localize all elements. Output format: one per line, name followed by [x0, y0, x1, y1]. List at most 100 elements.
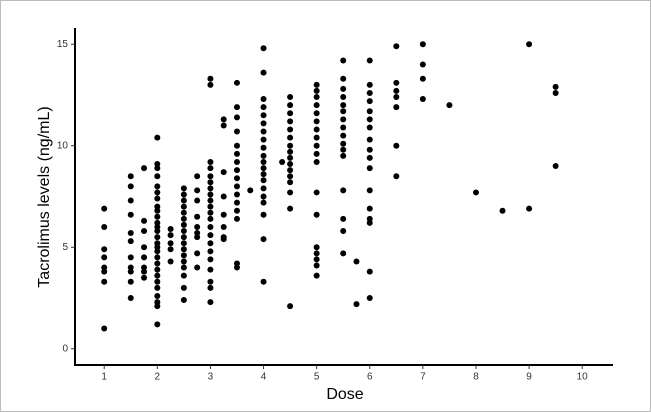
- point: [526, 205, 533, 212]
- point: [154, 173, 161, 180]
- point: [180, 284, 187, 291]
- point: [207, 232, 214, 239]
- point: [154, 272, 161, 279]
- point: [141, 254, 148, 261]
- point: [207, 173, 214, 180]
- point: [233, 191, 240, 198]
- point: [207, 248, 214, 255]
- point: [127, 197, 134, 204]
- point: [207, 185, 214, 192]
- x-tick-label: 6: [367, 372, 373, 383]
- point: [180, 203, 187, 210]
- point: [233, 167, 240, 174]
- point: [154, 213, 161, 220]
- point: [340, 152, 347, 159]
- point: [393, 173, 400, 180]
- point: [313, 211, 320, 218]
- point: [154, 134, 161, 141]
- point: [194, 223, 201, 230]
- point: [207, 266, 214, 273]
- point: [167, 258, 174, 265]
- point: [366, 146, 373, 153]
- point: [260, 152, 267, 159]
- point: [101, 246, 108, 253]
- x-tick-label: 1: [101, 372, 107, 383]
- point: [141, 268, 148, 275]
- point: [180, 209, 187, 216]
- point: [154, 254, 161, 261]
- point: [207, 278, 214, 285]
- point: [180, 258, 187, 265]
- point: [552, 83, 559, 90]
- point: [127, 238, 134, 245]
- point: [101, 223, 108, 230]
- point: [180, 215, 187, 222]
- point: [141, 165, 148, 172]
- point: [419, 61, 426, 68]
- point: [340, 140, 347, 147]
- point: [127, 183, 134, 190]
- point: [141, 244, 148, 251]
- point: [313, 87, 320, 94]
- point: [233, 150, 240, 157]
- point: [313, 142, 320, 149]
- point: [180, 297, 187, 304]
- point: [247, 187, 254, 194]
- point: [287, 126, 294, 133]
- point: [260, 104, 267, 111]
- point: [233, 142, 240, 149]
- point: [233, 104, 240, 111]
- point: [260, 185, 267, 192]
- point: [366, 219, 373, 226]
- point: [366, 116, 373, 123]
- point: [260, 211, 267, 218]
- point: [313, 118, 320, 125]
- point: [141, 274, 148, 281]
- point: [340, 94, 347, 101]
- point: [154, 292, 161, 299]
- point: [552, 163, 559, 170]
- point: [313, 150, 320, 157]
- point: [220, 116, 227, 123]
- point: [220, 122, 227, 129]
- point: [207, 158, 214, 165]
- point: [233, 264, 240, 271]
- point: [154, 228, 161, 235]
- point: [167, 240, 174, 247]
- point: [366, 205, 373, 212]
- point: [180, 252, 187, 259]
- point: [194, 213, 201, 220]
- point: [207, 284, 214, 291]
- x-tick-label: 3: [208, 372, 214, 383]
- point: [154, 165, 161, 172]
- point: [313, 110, 320, 117]
- point: [287, 303, 294, 310]
- point: [180, 264, 187, 271]
- point: [154, 260, 161, 267]
- point: [340, 187, 347, 194]
- point: [287, 148, 294, 155]
- point: [340, 57, 347, 64]
- point: [154, 248, 161, 255]
- point: [419, 41, 426, 48]
- point: [340, 250, 347, 257]
- x-tick-label: 4: [261, 372, 267, 383]
- point: [287, 94, 294, 101]
- point: [207, 223, 214, 230]
- point: [260, 45, 267, 52]
- x-tick-label: 7: [420, 372, 426, 383]
- point: [313, 189, 320, 196]
- point: [393, 104, 400, 111]
- point: [207, 203, 214, 210]
- point: [393, 142, 400, 149]
- point: [180, 240, 187, 247]
- point: [207, 240, 214, 247]
- point: [194, 187, 201, 194]
- point: [233, 207, 240, 214]
- point: [260, 136, 267, 143]
- point: [154, 278, 161, 285]
- x-tick-label: 9: [526, 372, 532, 383]
- point: [366, 57, 373, 64]
